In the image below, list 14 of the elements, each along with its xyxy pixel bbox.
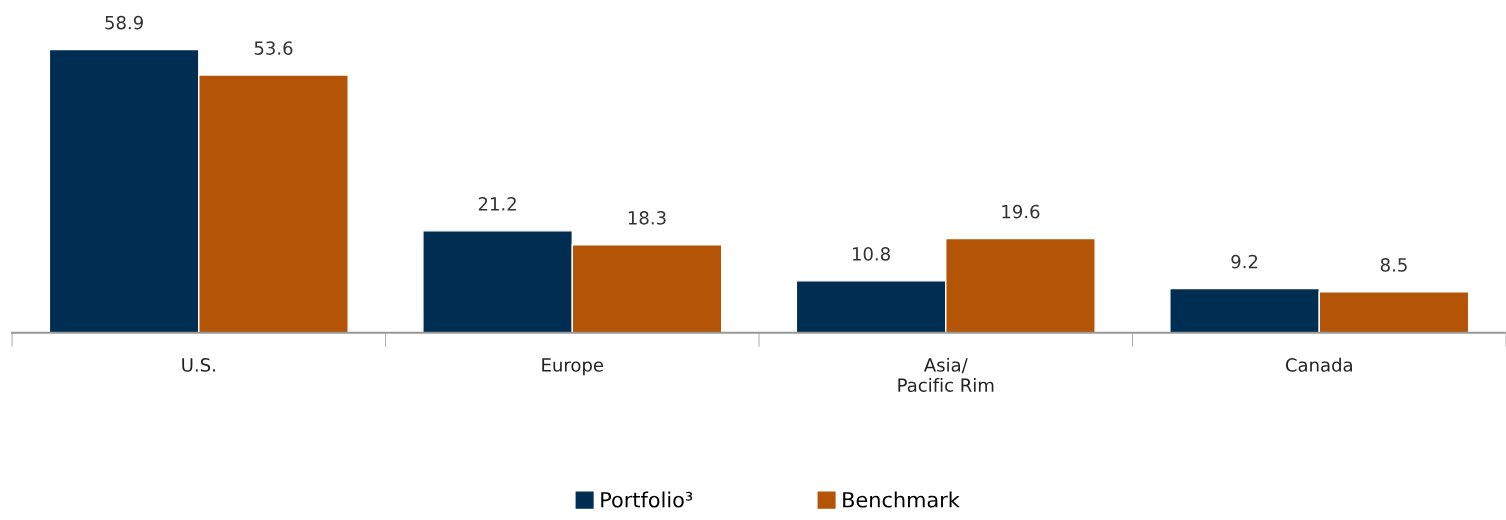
data-label: 18.3	[628, 210, 666, 225]
legend-label: Portfolio³	[601, 491, 693, 508]
data-label: 53.6	[254, 41, 293, 55]
data-label: 58.9	[105, 15, 143, 30]
data-label: 19.6	[1002, 204, 1040, 219]
data-label: 21.2	[478, 197, 516, 211]
legend-label: Benchmark	[843, 491, 960, 508]
x-tick-label: U.S.	[182, 358, 215, 372]
x-tick-label: Canada	[1285, 357, 1352, 372]
x-tick-label: Europe	[542, 358, 604, 376]
data-label: 8.5	[1380, 258, 1407, 272]
data-label: 10.8	[852, 247, 890, 261]
data-label: 9.2	[1231, 254, 1258, 269]
x-tick-label: Asia/ Pacific Rim	[898, 357, 994, 392]
